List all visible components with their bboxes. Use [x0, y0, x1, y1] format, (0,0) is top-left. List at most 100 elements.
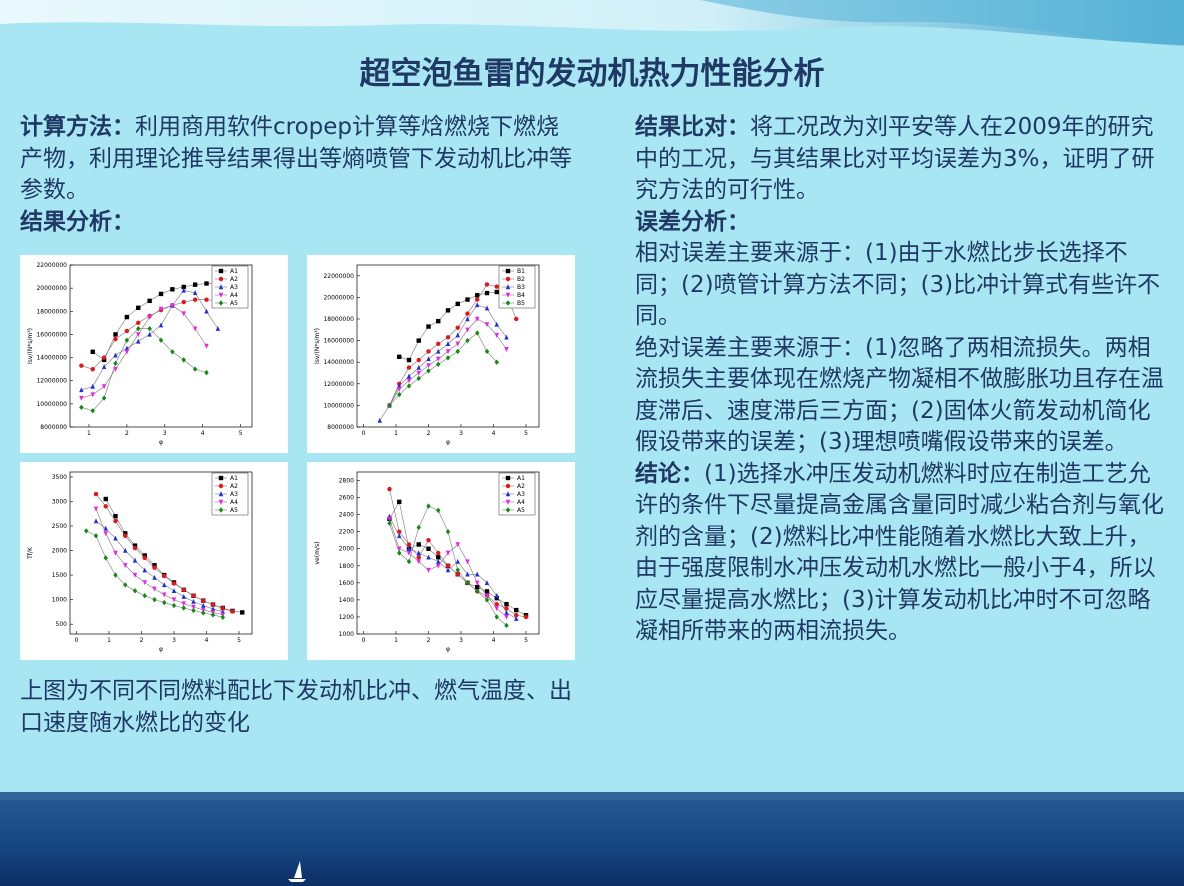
method-label: 计算方法： — [20, 114, 135, 140]
y-tick-label: 1600 — [339, 580, 354, 587]
marker — [494, 592, 499, 598]
marker — [436, 563, 441, 569]
x-tick-label: 1 — [394, 430, 398, 437]
marker — [406, 542, 412, 547]
marker — [79, 387, 84, 393]
marker — [181, 587, 186, 593]
marker — [475, 588, 480, 595]
marker — [123, 563, 128, 568]
marker — [426, 356, 431, 362]
marker — [103, 555, 108, 561]
legend-label: B1 — [517, 268, 525, 275]
marker — [484, 305, 490, 311]
marker — [93, 506, 99, 512]
marker — [204, 281, 209, 286]
marker — [387, 486, 392, 492]
y-tick-label: 1800 — [339, 563, 354, 570]
marker — [494, 595, 499, 601]
marker — [113, 518, 118, 524]
marker — [101, 364, 107, 370]
marker — [218, 491, 224, 497]
y-tick-label: 2000 — [339, 546, 354, 553]
chart-panel: 8000000 10000000 12000000 14000000 16000000 1… — [20, 255, 288, 453]
marker — [124, 349, 130, 355]
marker — [484, 322, 490, 328]
relative-error: 相对误差主要来源于：(1)由于水燃比步长选择不同；(2)喷管计算方法不同；(3)… — [635, 240, 1161, 329]
method-text: 利用商用软件cropep计算等焓燃烧下燃烧产物，利用理论推导结果得出等熵喷管下发… — [20, 114, 572, 203]
legend-label: A5 — [230, 300, 238, 307]
marker — [162, 573, 167, 579]
marker — [484, 282, 490, 287]
marker — [416, 542, 421, 547]
marker — [113, 336, 118, 342]
marker — [455, 572, 460, 577]
x-axis-label: φ — [159, 646, 163, 653]
marker — [514, 613, 519, 618]
y-tick-label: 22000000 — [323, 273, 354, 280]
legend-label: A3 — [230, 491, 238, 498]
marker — [136, 320, 141, 326]
marker — [218, 507, 224, 513]
marker — [90, 383, 95, 389]
marker — [218, 284, 224, 290]
marker — [494, 321, 499, 327]
marker — [397, 546, 402, 552]
marker — [445, 550, 451, 556]
comparison-paragraph: 结果比对：将工况改为刘平安等人在2009年的研究中的工况，与其结果比对平均误差为… — [635, 112, 1170, 207]
chart-panel: 500 1000 1500 2000 2500 3000 3500 0 1 2 3 4 5 φ Tf/K A1… — [20, 462, 288, 660]
y-tick-label: 20000000 — [323, 294, 354, 301]
marker — [406, 558, 412, 565]
y-tick-label: 22000000 — [36, 262, 67, 269]
y-tick-label: 3000 — [52, 498, 67, 505]
y-tick-label: 1500 — [52, 572, 67, 579]
marker — [124, 337, 130, 343]
marker — [397, 354, 402, 359]
marker — [505, 292, 511, 298]
marker — [514, 615, 519, 621]
marker — [240, 610, 245, 615]
marker — [397, 529, 402, 534]
marker — [204, 369, 209, 376]
marker — [101, 355, 107, 360]
marker — [170, 349, 175, 355]
left-column: 计算方法：利用商用软件cropep计算等焓燃烧下燃烧产物，利用理论推导结果得出等… — [20, 112, 580, 238]
marker — [494, 606, 499, 612]
marker — [158, 306, 164, 312]
x-tick-label: 5 — [524, 637, 528, 644]
marker — [192, 290, 198, 295]
marker — [103, 496, 108, 502]
marker — [147, 314, 152, 320]
marker — [79, 395, 84, 401]
legend-label: A2 — [517, 483, 525, 490]
marker — [445, 341, 451, 347]
marker — [475, 302, 480, 308]
marker — [445, 335, 451, 340]
chart-panel: 8000000 10000000 12000000 14000000 16000000 1… — [307, 255, 575, 453]
marker — [504, 601, 509, 607]
marker — [406, 365, 412, 370]
marker — [103, 504, 108, 509]
comparison-label: 结果比对： — [635, 114, 750, 140]
marker — [505, 483, 511, 489]
legend-label: B4 — [517, 292, 525, 299]
marker — [426, 363, 431, 369]
conclusion-text: (1)选择水冲压发动机燃料时应在制造工艺允许的条件下尽量提高金属含量同时减少粘合… — [635, 460, 1164, 645]
marker — [79, 363, 84, 368]
caption: 上图为不同不同燃料配比下发动机比冲、燃气温度、出口速度随水燃比的变化 — [20, 678, 572, 736]
marker — [455, 325, 460, 330]
marker — [103, 525, 108, 531]
y-tick-label: 1000 — [52, 597, 67, 604]
y-tick-label: 16000000 — [36, 331, 67, 338]
marker — [445, 563, 451, 568]
marker — [220, 614, 225, 621]
marker — [465, 311, 470, 316]
marker — [475, 571, 480, 577]
x-tick-label: 2 — [427, 637, 431, 644]
marker — [191, 604, 196, 610]
y-tick-label: 2000 — [52, 548, 67, 555]
marker — [158, 322, 164, 328]
legend-label: B3 — [517, 284, 525, 291]
x-tick-label: 5 — [239, 430, 243, 437]
marker — [445, 349, 451, 355]
